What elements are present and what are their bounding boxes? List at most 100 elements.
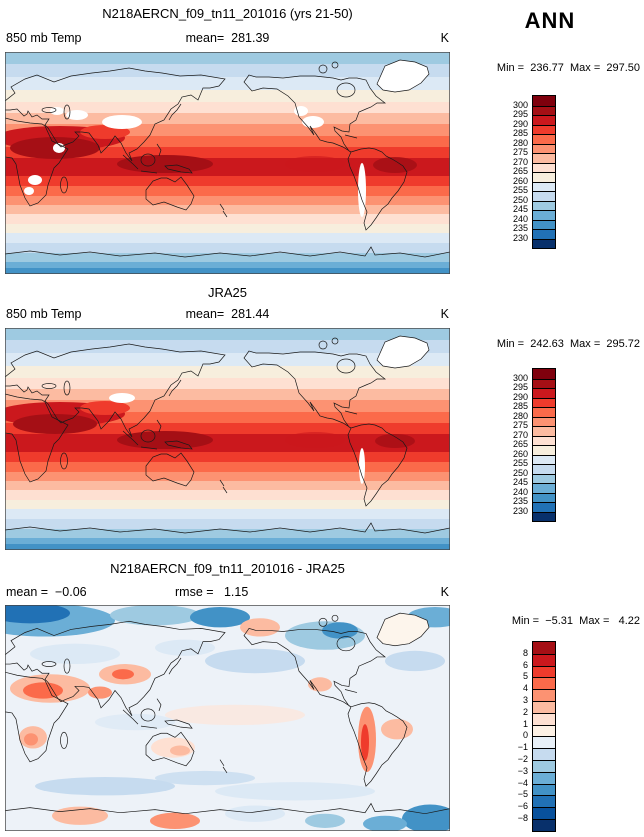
colorbar-swatch [533,124,555,134]
colorbar-tick-label: 265 [512,439,528,449]
colorbar-swatch [533,642,555,654]
colorbar-tick-label: 280 [512,410,528,421]
colorbar-swatch [533,143,555,153]
obs-temperature-map [5,328,450,550]
colorbar-tick-label: 255 [512,458,528,468]
colorbar-swatch [533,759,555,772]
colorbar-tick-label: 1 [522,718,528,729]
colorbar-swatches [532,641,556,832]
colorbar-swatch [533,435,555,445]
colorbar-swatch [533,818,555,831]
colorbar-tick-label: 4 [522,683,528,694]
diff-map-graphic [5,605,450,831]
colorbar-swatch [533,388,555,398]
colorbar-tick-label: −4 [517,777,528,788]
minmax-values: Min = 242.63 Max = 295.72 [496,338,640,350]
panel-model: N218AERCN_f09_tn11_201016 (yrs 21-50) 85… [0,0,644,277]
colorbar-tick-label: 245 [512,204,528,214]
colorbar-swatch [533,210,555,220]
colorbar-swatch [533,724,555,737]
colorbar-tick-label: 270 [512,429,528,440]
colorbar-tick-label: 250 [512,467,528,478]
model-map-graphic [5,52,450,274]
model-colorbar: 300 295 290 285 280 275 270 265 260 255 250 245 240 2… [513,95,556,249]
colorbar-tick-label: 300 [512,372,528,383]
colorbar-swatch [533,502,555,512]
colorbar-swatch [533,445,555,455]
minmax-values: Min = 236.77 Max = 297.50 [496,62,640,74]
colorbar-swatch [533,378,555,388]
colorbar-swatch [533,492,555,502]
obs-map-graphic [5,328,450,550]
units-label: K [440,585,449,599]
colorbar-tick-label: 300 [512,99,528,110]
colorbar-swatch [533,416,555,426]
diff-panel-title: N218AERCN_f09_tn11_201016 - JRA25 [110,561,345,576]
colorbar-swatch [533,795,555,808]
colorbar-tick-label: 245 [512,477,528,487]
rmse-value: rmse = 1.15 [175,585,249,599]
colorbar-tick-label: 285 [512,401,528,411]
colorbar-swatch [533,653,555,666]
colorbar-tick-label: 250 [512,194,528,205]
colorbar-swatch [533,105,555,115]
colorbar-swatch [533,96,555,106]
field-label: 850 mb Temp [6,307,82,321]
colorbar-swatch [533,426,555,436]
colorbar-swatch [533,397,555,407]
panel-diff: N218AERCN_f09_tn11_201016 - JRA25 mean =… [0,553,644,837]
colorbar-tick-label: 260 [512,448,528,459]
colorbar-swatch [533,700,555,713]
mean-value: mean= 281.39 [185,31,270,45]
colorbar-swatch [533,464,555,474]
colorbar-tick-label: 260 [512,175,528,186]
colorbar-tick-label: 270 [512,156,528,167]
colorbar-tick-label: 6 [522,659,528,670]
model-panel-title: N218AERCN_f09_tn11_201016 (yrs 21-50) [102,6,353,21]
colorbar-swatch [533,689,555,701]
colorbar-tick-label: 275 [512,420,528,430]
colorbar-swatch [533,181,555,191]
season-label: ANN [524,8,576,33]
tibet-missing-data [109,393,135,403]
colorbar-tick-label: 255 [512,185,528,195]
colorbar-swatch [533,238,555,248]
colorbar-tick-label: −3 [517,765,528,776]
colorbar-swatch [533,219,555,229]
field-label: 850 mb Temp [6,31,82,45]
colorbar-tick-label: 295 [512,382,528,392]
diff-colorbar: 8 6 5 4 3 2 1 0 −1 −2 −3 −4 −5 −6 −8 [518,641,556,832]
colorbar-tick-label: 8 [522,647,528,658]
colorbar-tick-label: −5 [517,789,528,800]
colorbar-tick-label: −6 [517,801,528,812]
colorbar-swatch [533,677,555,690]
colorbar-swatch [533,712,555,725]
tibet-missing-data [102,115,142,129]
andes-missing-data [358,163,366,217]
colorbar-tick-label: 235 [512,223,528,233]
colorbar-tick-label: 0 [522,730,528,741]
colorbar-tick-label: 240 [512,486,528,497]
colorbar-swatch [533,229,555,239]
colorbar-tick-label: −1 [517,742,528,753]
colorbar-tick-label: 240 [512,213,528,224]
colorbar-tick-label: 280 [512,137,528,148]
colorbar-tick-label: 290 [512,118,528,129]
colorbar-swatch [533,736,555,749]
colorbar-tick-label: 295 [512,109,528,119]
colorbar-tick-label: −8 [517,813,528,823]
colorbar-tick-label: 2 [522,706,528,717]
colorbar-tick-label: 275 [512,147,528,157]
colorbar-swatch [533,771,555,784]
colorbar-swatch [533,473,555,483]
model-temperature-map [5,52,450,274]
obs-colorbar: 300 295 290 285 280 275 270 265 260 255 250 245 240 2… [513,368,556,522]
colorbar-swatch [533,172,555,182]
units-label: K [440,31,449,45]
colorbar-tick-label: 235 [512,496,528,506]
mean-value: mean= 281.44 [185,307,270,321]
colorbar-tick-label: 230 [512,232,528,243]
colorbar-swatches [532,95,556,249]
colorbar-swatch [533,665,555,678]
